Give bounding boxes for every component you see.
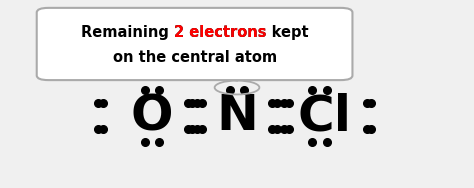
Text: Remaining 2 electrons kept: Remaining 2 electrons kept: [81, 25, 309, 40]
Text: Cl: Cl: [297, 92, 351, 140]
FancyBboxPatch shape: [36, 8, 353, 80]
Text: N: N: [216, 92, 258, 140]
Text: 2 electrons: 2 electrons: [174, 25, 267, 40]
Text: on the central atom: on the central atom: [112, 50, 277, 65]
Text: O: O: [131, 92, 173, 140]
